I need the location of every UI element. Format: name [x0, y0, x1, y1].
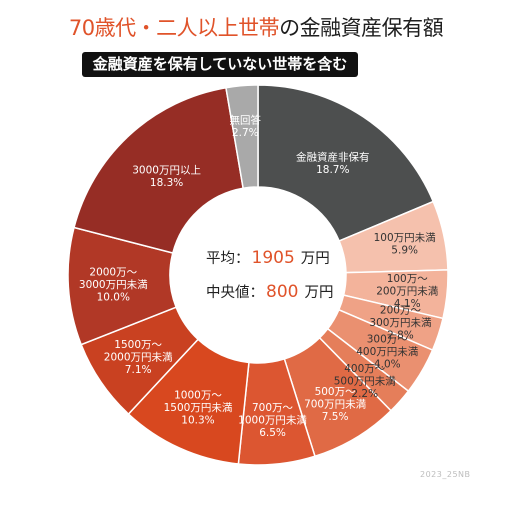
slice-pct-2: 4.1% [394, 298, 421, 310]
credit-text: 2023_25NB [420, 470, 471, 479]
slice-pct-7: 6.5% [259, 427, 286, 439]
slice-label-line-11-0: 3000万円以上 [132, 164, 201, 176]
median-value: 800 [266, 282, 298, 302]
slice-label-line-2-1: 200万円未満 [376, 285, 439, 297]
slices-group [67, 84, 449, 466]
slice-label-3: 200万～ 300万円未満 2.8% [369, 304, 432, 341]
slice-label-line-4-1: 400万円未満 [356, 346, 419, 358]
slice-label-2: 100万～ 200万円未満 4.1% [376, 273, 439, 310]
slice-pct-11: 18.3% [150, 177, 183, 189]
slice-11 [73, 86, 245, 254]
slice-label-line-9-0: 1500万～ [114, 339, 162, 351]
slice-label-0: 金融資産非保有 18.7% [296, 150, 370, 176]
slice-0 [257, 84, 435, 242]
slice-label-line-12-0: 無回答 [230, 113, 262, 126]
slice-pct-6: 7.5% [322, 411, 349, 423]
slice-label-8: 1000万～ 1500万円未満 10.3% [164, 389, 233, 426]
slice-pct-10: 10.0% [97, 291, 130, 303]
slice-label-line-9-1: 2000万円未満 [104, 352, 173, 364]
slice-pct-0: 18.7% [316, 164, 349, 176]
median-unit: 万円 [304, 285, 333, 301]
center-summary: 平均： 1905 万円 中央値： 800 万円 [206, 248, 333, 302]
slice-label-line-5-1: 500万円未満 [334, 375, 397, 387]
title-accent: 70歳代・二人以上世帯 [68, 16, 280, 40]
slice-label-7: 700万～ 1000万円未満 6.5% [238, 402, 307, 439]
slice-label-4: 300万～ 400万円未満 4.0% [356, 334, 419, 371]
slice-label-line-10-0: 2000万～ [89, 266, 137, 278]
labels-group: 金融資産非保有 18.7%100万円未満 5.9%100万～ 200万円未満 4.1%2… [79, 113, 439, 438]
slice-label-line-8-0: 1000万～ [174, 389, 222, 401]
slice-label-line-1-0: 100万円未満 [374, 232, 437, 244]
median-label: 中央値： [206, 284, 264, 301]
slice-label-line-10-1: 3000万円未満 [79, 279, 148, 291]
slice-label-line-6-0: 500万～ [315, 386, 357, 398]
slice-label-12: 無回答 2.7% [230, 113, 262, 139]
slice-label-line-3-0: 200万～ [380, 304, 422, 316]
slice-label-line-8-1: 1500万円未満 [164, 402, 233, 414]
slice-pct-4: 4.0% [374, 359, 401, 371]
slice-pct-12: 2.7% [232, 127, 259, 139]
slice-label-line-2-0: 100万～ [387, 273, 429, 285]
slice-label-line-0-0: 金融資産非保有 [296, 150, 370, 163]
slice-label-5: 400万～ 500万円未満 2.2% [334, 363, 397, 400]
slice-label-line-5-0: 400万～ [344, 363, 386, 375]
slice-pct-5: 2.2% [351, 388, 378, 400]
slice-label-1: 100万円未満 5.9% [374, 232, 437, 257]
slice-pct-3: 2.8% [387, 329, 414, 341]
slice-label-line-4-0: 300万～ [367, 334, 409, 346]
average-label: 平均： [206, 250, 250, 267]
slice-pct-1: 5.9% [391, 245, 418, 257]
chart-subtitle: 金融資産を保有していない世帯を含む [82, 52, 358, 77]
slice-label-9: 1500万～ 2000万円未満 7.1% [104, 339, 173, 376]
slice-label-line-7-0: 700万～ [252, 402, 294, 414]
average-unit: 万円 [301, 251, 330, 267]
chart-title: 70歳代・二人以上世帯の金融資産保有額 [0, 12, 512, 42]
slice-label-6: 500万～ 700万円未満 7.5% [304, 386, 367, 423]
title-rest: の金融資産保有額 [279, 16, 444, 40]
slice-pct-9: 7.1% [125, 364, 152, 376]
slice-12 [225, 84, 259, 190]
average-text: 平均： 1905 万円 [206, 248, 330, 268]
slice-label-line-6-1: 700万円未満 [304, 399, 367, 411]
slice-label-10: 2000万～ 3000万円未満 10.0% [79, 266, 148, 303]
median-text: 中央値： 800 万円 [206, 282, 333, 302]
slice-label-line-7-1: 1000万円未満 [238, 414, 307, 426]
slice-pct-8: 10.3% [181, 414, 214, 426]
slice-label-line-3-1: 300万円未満 [369, 317, 432, 329]
average-value: 1905 [252, 248, 295, 268]
slice-label-11: 3000万円以上 18.3% [132, 164, 201, 189]
